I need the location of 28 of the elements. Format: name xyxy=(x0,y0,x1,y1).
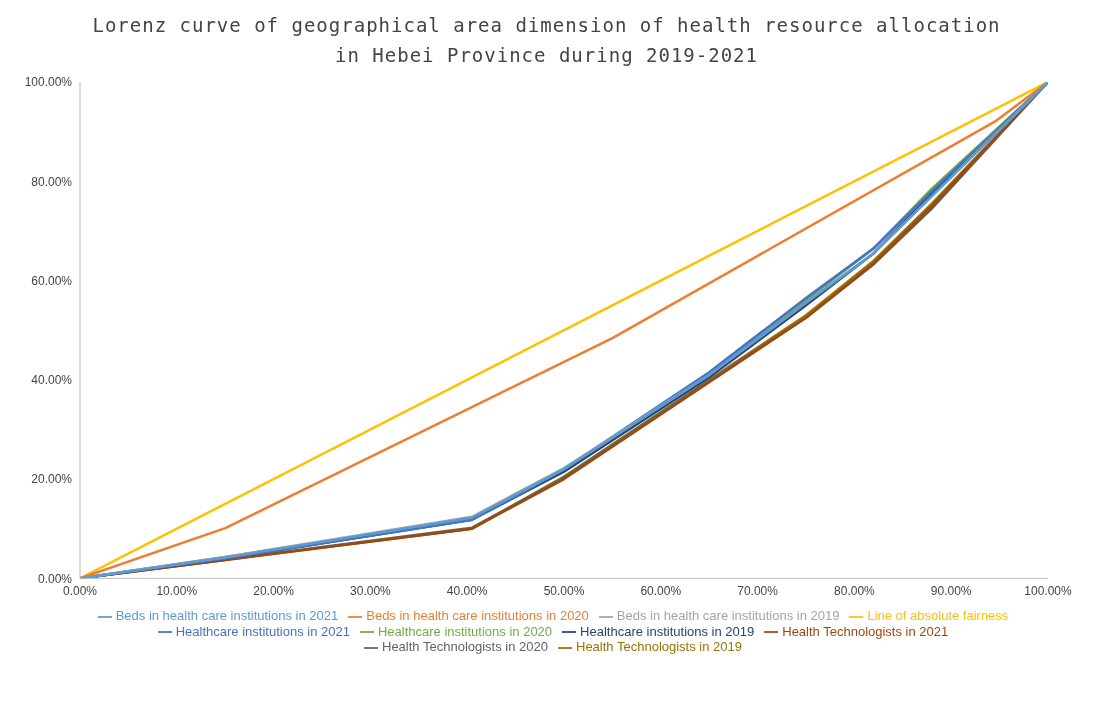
x-tick-label: 70.00% xyxy=(737,583,779,598)
x-tick-label: 90.00% xyxy=(930,583,972,598)
x-tick-label: 50.00% xyxy=(543,583,585,598)
y-tick-label: 80.00% xyxy=(31,174,73,189)
y-tick-label: 0.00% xyxy=(37,571,73,586)
x-tick-label: 10.00% xyxy=(156,583,198,598)
x-tick-label: 100.00% xyxy=(1024,583,1073,598)
x-tick-label: 40.00% xyxy=(446,583,488,598)
x-tick-label: 80.00% xyxy=(834,583,876,598)
x-tick-label: 30.00% xyxy=(350,583,392,598)
legend-label: Health Technologists in 2020 xyxy=(382,639,548,655)
x-tick-label: 20.00% xyxy=(253,583,295,598)
y-tick-label: 60.00% xyxy=(31,273,73,288)
legend-label: Line of absolute fairness xyxy=(867,608,1009,624)
legend-label: Beds in health care institutions in 2021 xyxy=(115,608,339,624)
y-tick-label: 40.00% xyxy=(31,373,73,388)
x-tick-label: 60.00% xyxy=(640,583,682,598)
legend-label: Health Technologists in 2021 xyxy=(782,623,949,639)
x-tick-label: 0.00% xyxy=(62,583,98,598)
legend-label: Beds in health care institutions in 2020 xyxy=(366,608,589,624)
legend-label: Healthcare institutions in 2019 xyxy=(580,623,755,639)
legend-label: Healthcare institutions in 2020 xyxy=(377,623,553,639)
legend-label: Healthcare institutions in 2021 xyxy=(175,623,350,639)
legend-label: Beds in health care institutions in 2019 xyxy=(616,608,840,624)
chart-title: Lorenz curve of geographical area dimension of health resource allocation in Hebei Province during 2019-2021 xyxy=(91,13,1002,68)
legend-label: Health Technologists in 2019 xyxy=(576,639,742,655)
y-tick-label: 100.00% xyxy=(24,75,73,90)
y-tick-label: 20.00% xyxy=(31,472,73,487)
